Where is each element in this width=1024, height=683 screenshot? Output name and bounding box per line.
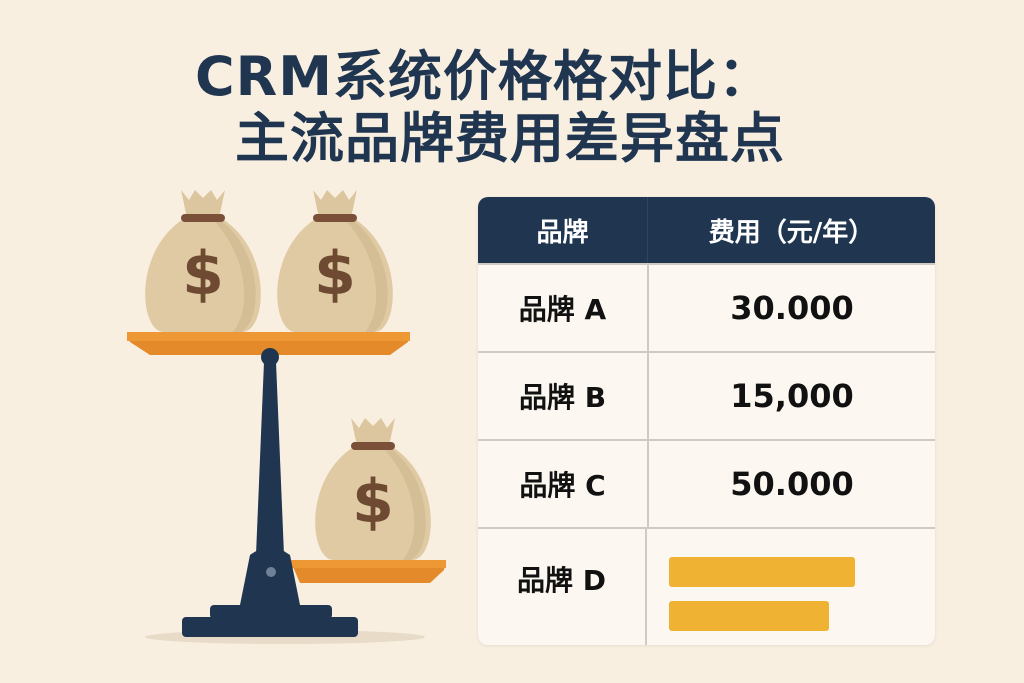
cost-cell-placeholder — [647, 529, 935, 645]
money-bag-icon — [145, 190, 261, 332]
cost-cell: 30.000 — [730, 289, 854, 327]
brand-cell: 品牌 A — [478, 265, 649, 351]
money-bag-icon — [277, 190, 393, 332]
money-bag-icon — [315, 418, 431, 560]
cost-cell: 50.000 — [730, 465, 854, 503]
price-table: 品牌 费用（元/年） 品牌 A 30.000 品牌 B 15,000 品牌 C … — [478, 197, 935, 645]
header-brand: 品牌 — [478, 197, 648, 263]
table-row: 品牌 A 30.000 — [478, 263, 935, 351]
balance-scale-illustration: $ — [127, 190, 446, 644]
title-line-1: CRM系统价格格对比： — [195, 45, 773, 108]
brand-cell: 品牌 D — [478, 529, 647, 645]
table-row: 品牌 D — [478, 527, 935, 645]
brand-cell: 品牌 C — [478, 441, 649, 527]
cost-cell: 15,000 — [730, 377, 854, 415]
table-row: 品牌 B 15,000 — [478, 351, 935, 439]
placeholder-bar — [669, 601, 829, 631]
table-header: 品牌 费用（元/年） — [478, 197, 935, 263]
placeholder-bar — [669, 557, 855, 587]
header-cost: 费用（元/年） — [708, 217, 875, 248]
brand-cell: 品牌 B — [478, 353, 649, 439]
table-row: 品牌 C 50.000 — [478, 439, 935, 527]
scale-base — [182, 617, 358, 637]
title-line-2: 主流品牌费用差异盘点 — [235, 107, 785, 170]
scale-post — [256, 362, 284, 555]
